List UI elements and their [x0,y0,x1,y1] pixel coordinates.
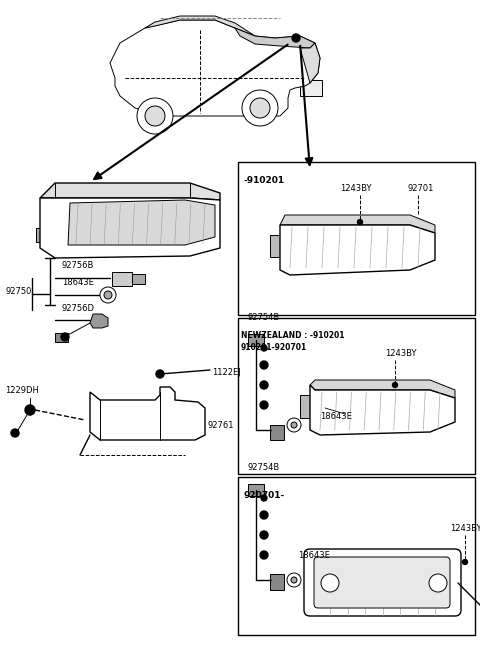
Bar [112,272,132,286]
Polygon shape [145,16,255,36]
Circle shape [145,106,165,126]
Circle shape [292,34,300,42]
Text: 910201-920701: 910201-920701 [241,343,307,352]
Circle shape [100,287,116,303]
Text: 92761: 92761 [207,420,233,430]
Bar [248,334,264,346]
Polygon shape [40,198,220,258]
Text: 18643E: 18643E [320,412,352,421]
Circle shape [393,382,397,388]
Text: 1243BY: 1243BY [385,349,417,358]
Circle shape [429,574,447,592]
Bar [248,484,264,496]
Text: 18643E: 18643E [62,278,94,287]
Circle shape [261,345,267,351]
Circle shape [287,573,301,587]
Circle shape [260,551,268,559]
Bar [300,395,312,418]
Circle shape [104,291,112,299]
FancyBboxPatch shape [304,549,461,616]
Bar [238,162,475,315]
Polygon shape [310,385,455,435]
Circle shape [260,401,268,409]
Circle shape [250,98,270,118]
Circle shape [260,531,268,539]
Circle shape [260,511,268,519]
Text: 92756B: 92756B [62,261,95,270]
Text: 1122EJ: 1122EJ [212,368,241,377]
Text: 92756D: 92756D [62,304,95,313]
Circle shape [260,361,268,369]
Bar [42,220,64,248]
Circle shape [291,577,297,583]
Circle shape [291,422,297,428]
Polygon shape [300,43,320,83]
Polygon shape [90,314,108,328]
Text: 1243BY: 1243BY [450,524,480,533]
Polygon shape [280,215,435,233]
Bar [270,235,282,257]
Text: -910201: -910201 [243,176,284,185]
Polygon shape [110,20,320,116]
Text: 92701: 92701 [408,184,434,193]
Bar [132,274,145,284]
Polygon shape [310,380,455,398]
Polygon shape [40,183,220,200]
Text: 18643E: 18643E [298,551,330,560]
Bar [300,80,322,96]
Polygon shape [280,225,435,275]
Bar [238,318,475,474]
Circle shape [287,418,301,432]
Circle shape [11,429,19,437]
Circle shape [358,219,362,225]
Text: 1243BY: 1243BY [340,184,372,193]
Text: 92750: 92750 [5,288,31,296]
FancyBboxPatch shape [314,557,450,608]
Circle shape [261,495,267,501]
Text: 920701-: 920701- [243,491,284,500]
Polygon shape [68,200,215,245]
Circle shape [61,333,69,341]
Circle shape [137,98,173,134]
Polygon shape [90,387,205,440]
Text: NEWZEALAND : -910201: NEWZEALAND : -910201 [241,331,345,340]
Bar [165,403,196,435]
Text: 92754B: 92754B [248,463,280,472]
Circle shape [321,574,339,592]
Bar [238,477,475,635]
Circle shape [463,560,468,564]
Text: 1229DH: 1229DH [5,386,39,395]
Text: 92754B: 92754B [248,313,280,322]
Circle shape [242,90,278,126]
Circle shape [25,405,35,415]
Bar [270,574,284,590]
Bar [36,228,48,242]
Bar [270,425,284,440]
Polygon shape [235,28,315,48]
Circle shape [260,381,268,389]
Bar [55,333,68,342]
Circle shape [156,370,164,378]
